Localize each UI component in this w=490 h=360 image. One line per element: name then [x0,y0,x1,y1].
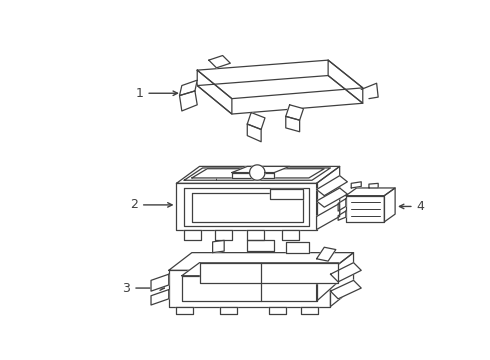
Polygon shape [269,306,286,314]
Polygon shape [330,280,361,299]
Polygon shape [215,230,232,239]
Polygon shape [176,183,317,230]
Polygon shape [286,105,303,120]
Polygon shape [176,306,194,314]
Polygon shape [317,263,338,301]
Polygon shape [182,263,338,276]
Text: 4: 4 [399,200,424,213]
Polygon shape [169,253,354,270]
Text: 1: 1 [136,87,177,100]
Polygon shape [184,168,330,180]
Polygon shape [249,165,265,180]
Polygon shape [330,263,361,282]
Polygon shape [184,188,309,226]
Text: 3: 3 [122,282,165,294]
Polygon shape [213,240,224,253]
Polygon shape [317,166,340,230]
Polygon shape [220,306,237,314]
Polygon shape [197,76,363,114]
Polygon shape [317,247,336,261]
Polygon shape [192,169,324,178]
Text: 2: 2 [130,198,172,211]
Polygon shape [346,188,395,195]
Polygon shape [247,112,265,130]
Polygon shape [328,60,363,103]
Polygon shape [184,230,201,239]
Polygon shape [169,270,330,306]
Polygon shape [286,116,300,132]
Polygon shape [197,60,363,99]
Polygon shape [247,124,261,142]
Polygon shape [151,274,169,291]
Polygon shape [351,182,361,188]
Polygon shape [317,188,347,207]
Polygon shape [369,183,378,188]
Polygon shape [232,166,290,172]
Polygon shape [338,199,346,211]
Polygon shape [209,55,230,68]
Polygon shape [179,91,197,111]
Polygon shape [270,189,303,199]
Polygon shape [384,188,395,222]
Polygon shape [176,166,340,183]
Polygon shape [199,263,338,283]
Polygon shape [330,253,354,306]
Polygon shape [338,211,346,220]
Polygon shape [179,80,197,95]
Polygon shape [192,193,303,222]
Polygon shape [247,239,274,251]
Polygon shape [182,276,317,301]
Polygon shape [286,242,309,253]
Polygon shape [282,230,299,239]
Polygon shape [247,230,264,239]
Polygon shape [317,176,347,195]
Polygon shape [301,306,318,314]
Polygon shape [346,195,384,222]
Polygon shape [151,289,169,305]
Polygon shape [232,172,274,178]
Polygon shape [317,203,340,230]
Polygon shape [197,70,232,114]
